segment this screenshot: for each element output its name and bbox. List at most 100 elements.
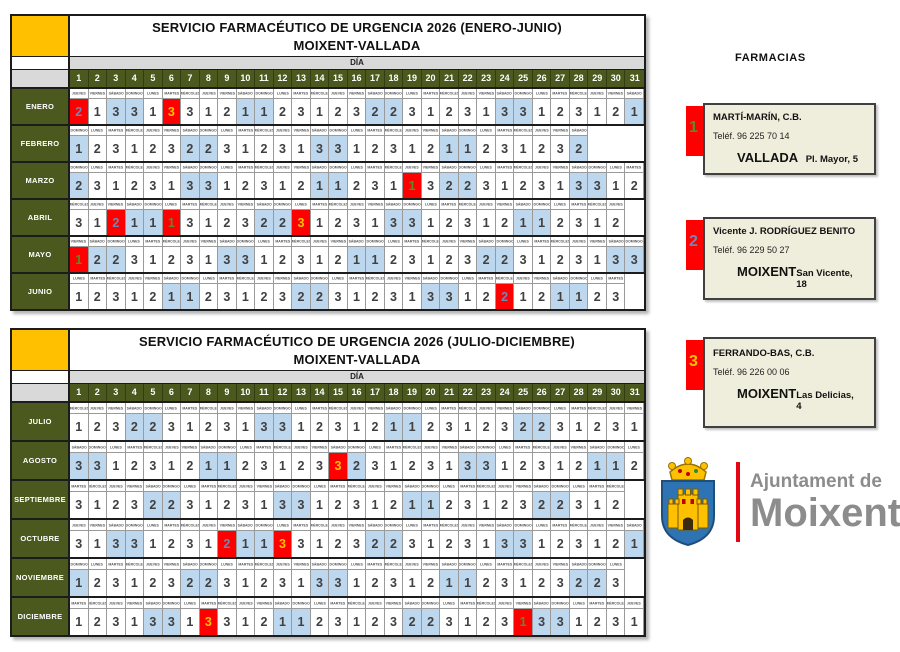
- duty-cell: 3: [199, 609, 219, 635]
- weekday-label: MARTES: [107, 163, 126, 173]
- pharmacy-address: San Vicente, 18: [796, 268, 853, 290]
- day-number: 6: [162, 384, 182, 401]
- weekday-label: JUEVES: [477, 403, 496, 414]
- table-title: SERVICIO FARMACÉUTICO DE URGENCIA 2026 (…: [139, 334, 575, 349]
- duty-cell: 1: [532, 99, 552, 124]
- month-row: DICIEMBREMARTESMIÉRCOLESJUEVESVIERNESSÁB…: [12, 596, 644, 635]
- duty-cell: 2: [421, 570, 441, 596]
- duty-cell: 1: [310, 210, 330, 235]
- duty-cell: 2: [199, 570, 219, 596]
- day-number-header: 1 2 3 4 5 6 7 8 9 10 11 12 13 14 15 16 17 18 19 20 21 22 23 24 2…: [12, 70, 644, 87]
- weekday-label: MIÉRCOLES: [606, 598, 626, 609]
- weekday-label: LUNES: [218, 163, 237, 173]
- weekday-label: MARTES: [236, 163, 256, 173]
- duty-cell: 1: [273, 173, 293, 198]
- weekday-label: DOMINGO: [218, 442, 237, 453]
- duty-cell: 1: [532, 531, 552, 557]
- weekday-label: [625, 126, 644, 136]
- duty-cell: 2: [144, 284, 163, 309]
- month-label: JULIO: [12, 403, 70, 440]
- weekday-label: SÁBADO: [569, 126, 589, 136]
- weekday-label: LUNES: [551, 200, 570, 210]
- weekday-label: LUNES: [292, 200, 311, 210]
- duty-cell: 2: [495, 247, 515, 272]
- duty-cell: 1: [88, 492, 108, 518]
- duty-cell: 2: [218, 99, 237, 124]
- weekday-label: MIÉRCOLES: [255, 559, 274, 570]
- weekday-label: JUEVES: [329, 520, 348, 531]
- duty-cell: 3: [125, 99, 145, 124]
- weekday-label: VIERNES: [162, 126, 182, 136]
- duty-cell: 2: [551, 492, 570, 518]
- weekday-label: SÁBADO: [310, 126, 330, 136]
- duty-cell: 1: [551, 173, 570, 198]
- duty-cell: 1: [125, 136, 145, 161]
- duty-cell: 3: [144, 173, 163, 198]
- duty-cell: 2: [551, 247, 570, 272]
- weekday-label: [588, 126, 607, 136]
- weekday-label: MARTES: [440, 403, 459, 414]
- weekday-label: DOMINGO: [199, 559, 219, 570]
- weekday-label: VIERNES: [125, 598, 145, 609]
- duty-cell: 1: [70, 136, 89, 161]
- weekday-label: VIERNES: [606, 89, 626, 99]
- day-number: 1: [70, 70, 89, 87]
- day-number: 16: [347, 70, 367, 87]
- duty-cell: 3: [569, 210, 589, 235]
- duty-cell: 1: [403, 570, 422, 596]
- weekday-label: MARTES: [569, 200, 589, 210]
- weekday-label: LUNES: [144, 520, 163, 531]
- weekday-label: LUNES: [440, 481, 459, 492]
- duty-cell: 2: [532, 414, 552, 440]
- weekday-label: VIERNES: [218, 89, 237, 99]
- weekday-label: MIÉRCOLES: [310, 520, 330, 531]
- duty-cell: 1: [292, 570, 311, 596]
- weekday-label: SÁBADO: [551, 274, 570, 284]
- duty-cell: 1: [292, 136, 311, 161]
- weekday-label: DOMINGO: [551, 598, 570, 609]
- weekday-label: MARTES: [329, 598, 348, 609]
- duty-cell: 1: [495, 173, 515, 198]
- duty-cell: 3: [199, 173, 219, 198]
- weekday-label: DOMINGO: [421, 481, 441, 492]
- duty-cell: 3: [329, 609, 348, 635]
- duty-cell: 1: [292, 609, 311, 635]
- weekday-label: MIÉRCOLES: [588, 200, 607, 210]
- duty-cell: 3: [366, 453, 385, 479]
- duty-cell: 2: [588, 284, 607, 309]
- weekday-label: MARTES: [384, 442, 404, 453]
- weekday-label: VIERNES: [403, 274, 422, 284]
- weekday-label: [606, 126, 626, 136]
- weekday-label: LUNES: [532, 89, 552, 99]
- weekday-label: DOMINGO: [625, 237, 644, 247]
- weekday-label: JUEVES: [107, 598, 126, 609]
- duty-cell: 3: [458, 453, 478, 479]
- weekday-label: JUEVES: [588, 89, 607, 99]
- weekday-label: JUEVES: [421, 442, 441, 453]
- weekday-label: MIÉRCOLES: [199, 403, 219, 414]
- weekday-label: MIÉRCOLES: [70, 403, 89, 414]
- duty-cell: 2: [440, 210, 459, 235]
- weekday-label: DOMINGO: [532, 200, 552, 210]
- duty-cell: 1: [162, 453, 182, 479]
- duty-cell: 1: [477, 210, 496, 235]
- duty-cell: 3: [606, 609, 626, 635]
- weekday-label: DOMINGO: [403, 403, 422, 414]
- weekday-label: VIERNES: [125, 481, 145, 492]
- weekday-label: SÁBADO: [495, 520, 515, 531]
- duty-cell: 1: [477, 99, 496, 124]
- duty-cell: 3: [625, 247, 644, 272]
- weekday-label: SÁBADO: [236, 520, 256, 531]
- day-number: 8: [199, 70, 219, 87]
- weekday-label: MIÉRCOLES: [310, 89, 330, 99]
- day-number: 25: [514, 70, 533, 87]
- duty-cell: 2: [218, 492, 237, 518]
- duty-cell: 2: [569, 136, 589, 161]
- weekday-label: LUNES: [70, 274, 89, 284]
- weekday-label: LUNES: [606, 559, 626, 570]
- weekday-label: JUEVES: [88, 403, 108, 414]
- weekday-label: SÁBADO: [384, 403, 404, 414]
- weekday-label: MARTES: [625, 163, 644, 173]
- day-number: 17: [366, 384, 385, 401]
- weekday-label: SÁBADO: [125, 403, 145, 414]
